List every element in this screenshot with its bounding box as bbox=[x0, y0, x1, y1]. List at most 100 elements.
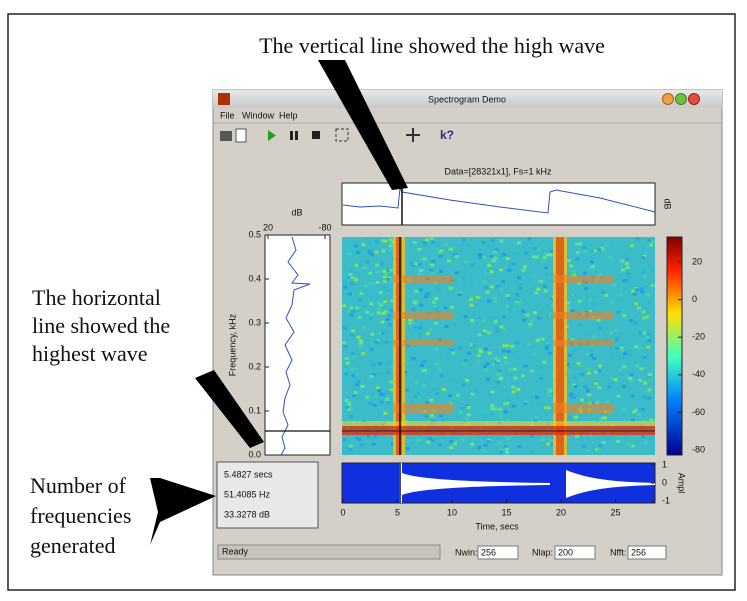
texture bbox=[357, 437, 362, 441]
texture bbox=[608, 331, 613, 335]
play-icon[interactable] bbox=[268, 130, 276, 141]
texture bbox=[581, 445, 586, 449]
texture bbox=[418, 326, 423, 330]
texture bbox=[622, 314, 627, 318]
texture bbox=[379, 303, 384, 307]
texture bbox=[604, 243, 609, 247]
texture bbox=[641, 310, 646, 314]
texture bbox=[457, 346, 462, 350]
texture bbox=[646, 345, 651, 349]
texture bbox=[478, 256, 483, 260]
texture bbox=[350, 333, 355, 337]
texture bbox=[615, 346, 620, 350]
close-button[interactable] bbox=[688, 93, 700, 105]
texture bbox=[604, 293, 609, 297]
preview-icon[interactable] bbox=[235, 128, 247, 143]
nlap-input[interactable] bbox=[554, 545, 596, 560]
texture bbox=[588, 298, 593, 302]
texture bbox=[589, 249, 594, 253]
texture bbox=[566, 259, 571, 263]
texture bbox=[427, 437, 432, 441]
nfft-input[interactable] bbox=[627, 545, 667, 560]
texture bbox=[426, 317, 431, 321]
texture bbox=[433, 321, 438, 325]
texture bbox=[645, 293, 650, 297]
print-icon[interactable] bbox=[220, 131, 232, 141]
texture bbox=[521, 309, 526, 313]
texture bbox=[630, 444, 635, 448]
texture bbox=[627, 274, 632, 278]
texture bbox=[576, 281, 581, 285]
stop-icon[interactable] bbox=[312, 131, 320, 139]
texture bbox=[534, 255, 539, 259]
maximize-button[interactable] bbox=[675, 93, 687, 105]
texture bbox=[470, 442, 475, 446]
texture bbox=[650, 284, 655, 288]
texture bbox=[376, 307, 381, 311]
texture bbox=[481, 256, 486, 260]
texture bbox=[468, 297, 473, 301]
menu-item[interactable]: Window bbox=[242, 110, 275, 120]
texture bbox=[591, 335, 596, 339]
texture bbox=[373, 434, 378, 438]
texture bbox=[348, 447, 353, 451]
texture bbox=[375, 280, 380, 284]
texture bbox=[431, 369, 436, 373]
texture bbox=[579, 372, 584, 376]
texture bbox=[448, 247, 453, 251]
pause-icon[interactable] bbox=[290, 131, 293, 140]
texture bbox=[518, 286, 523, 290]
texture bbox=[356, 379, 361, 383]
texture bbox=[502, 315, 507, 319]
texture bbox=[624, 262, 629, 266]
texture bbox=[370, 362, 375, 366]
texture bbox=[411, 357, 416, 361]
texture bbox=[495, 437, 500, 441]
texture bbox=[429, 398, 434, 402]
texture bbox=[383, 239, 388, 243]
texture bbox=[510, 344, 515, 348]
help-icon[interactable]: k? bbox=[440, 128, 454, 142]
tick-label: -1 bbox=[662, 495, 670, 505]
texture bbox=[344, 365, 349, 369]
crosshair-icon[interactable] bbox=[406, 128, 420, 142]
nwin-input[interactable] bbox=[477, 545, 519, 560]
texture bbox=[365, 395, 370, 399]
texture bbox=[389, 380, 394, 384]
texture bbox=[582, 246, 587, 250]
texture bbox=[357, 298, 362, 302]
texture bbox=[596, 318, 601, 322]
pause-icon[interactable] bbox=[295, 131, 298, 140]
texture bbox=[344, 356, 349, 360]
texture bbox=[567, 354, 572, 358]
texture bbox=[593, 382, 598, 386]
texture bbox=[475, 295, 480, 299]
texture bbox=[482, 280, 487, 284]
texture bbox=[499, 288, 504, 292]
texture bbox=[505, 293, 510, 297]
texture bbox=[499, 268, 504, 272]
menu-item[interactable]: Help bbox=[279, 110, 298, 120]
tick-label: 0.5 bbox=[248, 229, 261, 239]
texture bbox=[493, 357, 498, 361]
texture bbox=[487, 351, 492, 355]
texture bbox=[372, 403, 377, 407]
texture bbox=[505, 418, 510, 422]
texture bbox=[381, 249, 386, 253]
zoom-icon[interactable] bbox=[335, 128, 349, 142]
texture bbox=[375, 386, 380, 390]
texture bbox=[503, 389, 508, 393]
texture bbox=[498, 414, 503, 418]
texture bbox=[448, 286, 453, 290]
texture bbox=[502, 344, 507, 348]
texture bbox=[348, 444, 353, 448]
minimize-button[interactable] bbox=[662, 93, 674, 105]
texture bbox=[430, 439, 435, 443]
texture bbox=[426, 440, 431, 444]
texture bbox=[517, 241, 522, 245]
texture bbox=[506, 437, 511, 441]
texture bbox=[368, 401, 373, 405]
menu-item[interactable]: File bbox=[220, 110, 235, 120]
texture bbox=[371, 442, 376, 446]
axis-label: Time, secs bbox=[475, 521, 519, 531]
